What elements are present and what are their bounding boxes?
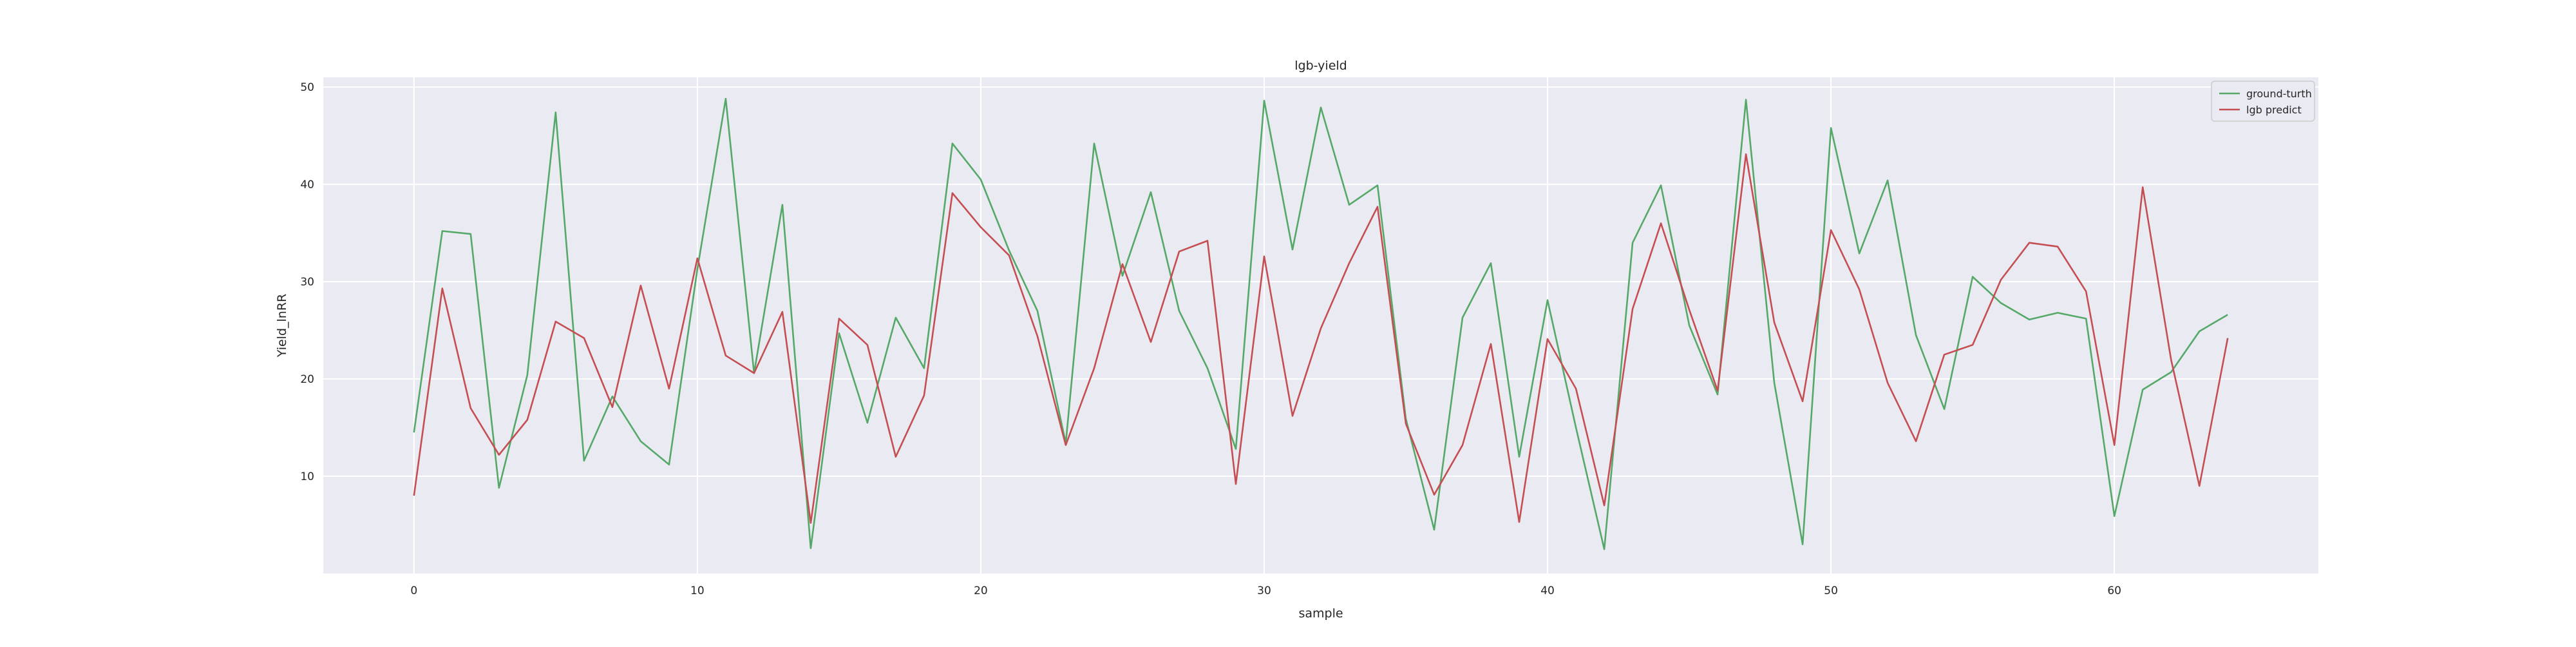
- x-tick-label: 10: [690, 584, 705, 597]
- y-tick-label: 50: [300, 81, 314, 94]
- x-axis-label: sample: [1298, 606, 1343, 621]
- x-tick-labels: 0 10 20 30 40 50 60: [410, 584, 2121, 597]
- series-lines: [413, 97, 2229, 550]
- series-line: [413, 153, 2229, 524]
- x-tick-label: 30: [1257, 584, 1271, 597]
- x-tick-label: 50: [1824, 584, 1838, 597]
- x-tick-label: 40: [1540, 584, 1555, 597]
- x-tick-label: 60: [2107, 584, 2121, 597]
- series-line: [413, 97, 2228, 550]
- x-tick-label: 20: [974, 584, 988, 597]
- legend: ground-turth lgb predict: [2211, 81, 2315, 122]
- y-tick-label: 20: [300, 373, 314, 386]
- y-tick-label: 10: [300, 470, 314, 483]
- y-tick-labels: 10 20 30 40 50: [300, 81, 314, 483]
- x-tick-label: 0: [410, 584, 417, 597]
- chart-title: lgb-yield: [1294, 59, 1347, 73]
- plot-area: [323, 77, 2318, 574]
- y-tick-label: 30: [300, 276, 314, 289]
- legend-label: lgb predict: [2246, 104, 2302, 116]
- grid-lines: [323, 77, 2318, 574]
- legend-label: ground-turth: [2246, 88, 2312, 100]
- legend-box: [2211, 81, 2315, 122]
- y-axis-label: Yield_lnRR: [275, 294, 289, 358]
- y-tick-label: 40: [300, 179, 314, 191]
